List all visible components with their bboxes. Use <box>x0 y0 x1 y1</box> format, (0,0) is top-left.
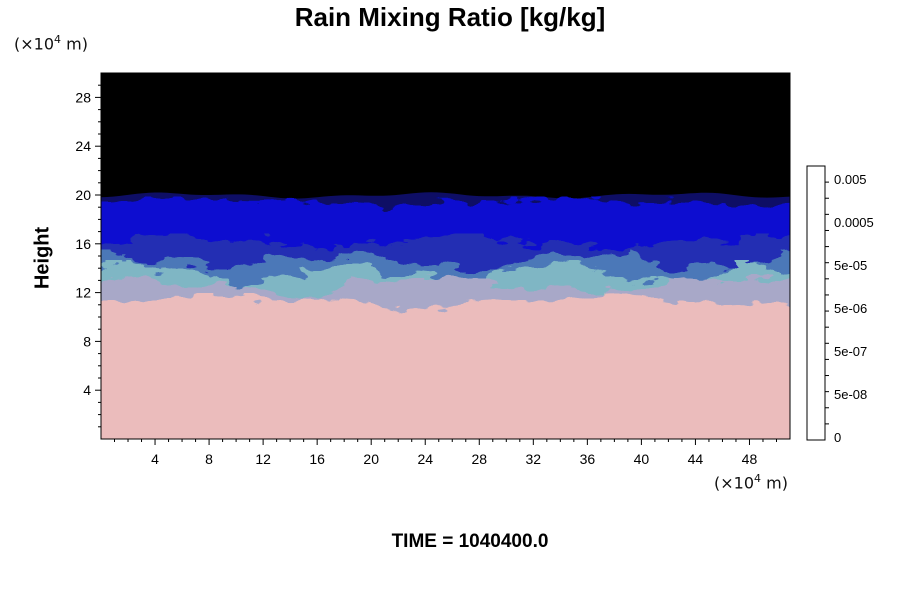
time-label: TIME = 1040400.0 <box>391 531 549 552</box>
x-tick-label: 44 <box>688 451 704 467</box>
x-tick-label: 16 <box>309 451 325 467</box>
x-axis-unit: (×104 m) <box>714 472 788 493</box>
y-tick-label: 24 <box>75 138 91 154</box>
y-tick-label: 20 <box>75 187 91 203</box>
y-axis: 4 8 12 16 20 24 28 <box>75 84 101 428</box>
y-axis-unit: (×104 m) <box>14 33 88 54</box>
x-tick-label: 48 <box>742 451 758 467</box>
lower-region-solid <box>101 321 790 439</box>
x-tick-label: 20 <box>363 451 379 467</box>
x-tick-label: 4 <box>151 451 159 467</box>
colorbar-label: 5e-05 <box>834 258 867 273</box>
heatmap-field <box>101 73 790 439</box>
x-tick-label: 36 <box>580 451 596 467</box>
colorbar-label: 5e-06 <box>834 301 867 316</box>
x-unit-suffix: m <box>761 473 782 493</box>
y-unit-exponent: 4 <box>54 33 62 46</box>
y-tick-label: 4 <box>83 382 91 398</box>
colorbar-label: 0.005 <box>834 172 867 187</box>
colorbar-label: 5e-07 <box>834 344 867 359</box>
y-tick-label: 8 <box>83 333 91 349</box>
y-tick-label: 28 <box>75 89 91 105</box>
x-tick-label: 40 <box>634 451 650 467</box>
y-tick-label: 12 <box>75 285 91 301</box>
colorbar-label: 0 <box>834 430 841 445</box>
x-unit-base: ×10 <box>720 473 755 493</box>
x-tick-label: 12 <box>255 451 271 467</box>
x-tick-label: 28 <box>471 451 487 467</box>
x-tick-label: 24 <box>417 451 433 467</box>
colorbar-label: 0.0005 <box>834 215 874 230</box>
y-unit-suffix: m <box>61 34 82 54</box>
y-tick-label: 16 <box>75 236 91 252</box>
x-tick-label: 8 <box>205 451 213 467</box>
x-tick-label: 32 <box>526 451 542 467</box>
chart-title: Rain Mixing Ratio [kg/kg] <box>294 2 606 32</box>
y-unit-base: ×10 <box>20 34 55 54</box>
colorbar-frame <box>806 165 826 441</box>
x-unit-exponent: 4 <box>754 472 762 485</box>
colorbar: 0.005 0.0005 5e-05 5e-06 5e-07 5e-08 0 <box>806 165 874 445</box>
x-axis: 4 8 12 16 20 24 28 32 36 40 44 48 <box>114 439 777 467</box>
colorbar-label: 5e-08 <box>834 387 867 402</box>
